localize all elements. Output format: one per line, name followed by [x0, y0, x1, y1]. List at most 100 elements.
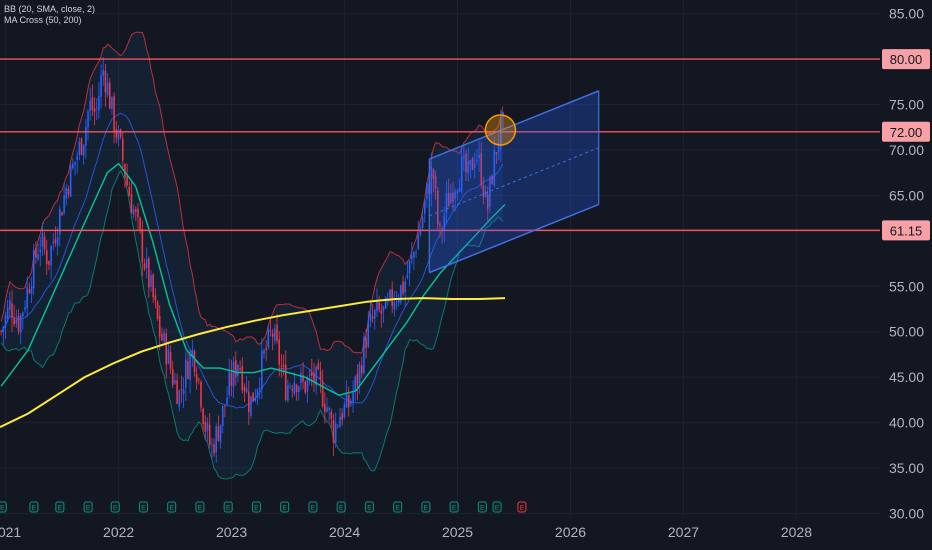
candle-body: [280, 365, 283, 367]
candle-body: [365, 338, 367, 349]
earnings-marker[interactable]: [492, 501, 502, 513]
earnings-marker[interactable]: [195, 501, 205, 513]
earnings-marker[interactable]: [336, 501, 346, 513]
earnings-marker-label: E: [282, 505, 287, 512]
candle-body: [24, 307, 26, 310]
earnings-marker-label: E: [367, 505, 372, 512]
earnings-marker-future[interactable]: [517, 501, 527, 513]
highlight-circle[interactable]: [484, 114, 517, 146]
candle-body: [380, 310, 383, 314]
candle-body: [443, 215, 446, 229]
candle-body: [393, 302, 396, 310]
earnings-marker[interactable]: [138, 501, 148, 513]
earnings-marker[interactable]: [364, 501, 374, 513]
candle-body: [189, 354, 191, 380]
candle-body: [360, 365, 363, 374]
candle-body: [369, 314, 372, 321]
candle-body: [232, 362, 235, 387]
earnings-marker[interactable]: [29, 501, 39, 513]
candle-body: [321, 381, 324, 407]
candle-body: [74, 161, 76, 165]
earnings-marker[interactable]: [449, 501, 459, 513]
candle-body: [371, 316, 374, 319]
earnings-marker-label: E: [311, 505, 316, 512]
bb-legend-label[interactable]: BB (20, SMA, close, 2): [4, 4, 96, 14]
candle-body: [465, 153, 467, 173]
indicator-legend: BB (20, SMA, close, 2) MA Cross (50, 200…: [4, 4, 95, 26]
candle-body: [117, 129, 120, 140]
candle-body: [486, 194, 489, 210]
candle-body: [204, 421, 207, 432]
candle-body: [495, 152, 498, 155]
moving-averages: [0, 162, 506, 429]
x-tick-label: 2028: [781, 524, 812, 540]
y-tick-label: 35.00: [889, 460, 924, 476]
earnings-marker[interactable]: [110, 501, 120, 513]
candle-body: [413, 252, 415, 258]
candle-body: [213, 444, 215, 454]
y-tick-label: 70.00: [889, 142, 924, 158]
bb-basis-line: [0, 112, 504, 409]
earnings-marker[interactable]: [393, 501, 403, 513]
candle-body: [167, 349, 170, 364]
candle-body: [119, 129, 122, 137]
candle-body: [343, 404, 346, 418]
candle-body: [22, 312, 24, 317]
candle-body: [374, 310, 376, 319]
y-axis: 85.00 75.00 70.00 65.00 55.00 50.00 45.00 40.00…: [889, 6, 924, 522]
candle-body: [339, 416, 341, 428]
earnings-marker[interactable]: [0, 501, 7, 513]
candle-body: [308, 373, 311, 376]
candle-body: [182, 389, 185, 394]
y-tick-label: 40.00: [889, 415, 924, 431]
horizontal-lines[interactable]: 80.00 72.00 61.15: [0, 49, 930, 241]
candle-body: [263, 350, 265, 355]
candle-body: [302, 375, 304, 382]
candle-body: [315, 366, 317, 386]
candle-body: [35, 247, 37, 258]
earnings-marker[interactable]: [280, 501, 290, 513]
candle-body: [65, 187, 68, 199]
earnings-marker[interactable]: [421, 501, 431, 513]
candle-body: [332, 420, 335, 443]
candle-body: [404, 281, 406, 292]
x-axis: 2021 2022 2023 2024 2025 2026 2027 2028: [0, 524, 812, 540]
ma-cross-legend-label[interactable]: MA Cross (50, 200): [4, 15, 82, 25]
channel-lower-line[interactable]: [429, 203, 600, 274]
earnings-marker[interactable]: [83, 501, 93, 513]
candle-body: [334, 423, 337, 443]
earnings-marker[interactable]: [55, 501, 65, 513]
x-tick-label: 2026: [555, 524, 586, 540]
earnings-marker[interactable]: [223, 501, 233, 513]
candle-body: [137, 208, 139, 218]
bb-fill: [1, 32, 503, 479]
candle-body: [430, 166, 433, 194]
candle-body: [304, 381, 307, 393]
candle-body: [326, 407, 328, 412]
candles: [0, 57, 504, 463]
parallel-channel[interactable]: [428, 90, 600, 274]
candle-body: [178, 390, 181, 407]
candle-body: [113, 95, 115, 133]
candle-body: [452, 192, 454, 202]
candle-body: [122, 138, 124, 161]
channel-median-line: [429, 147, 599, 217]
earnings-marker[interactable]: [167, 501, 177, 513]
candle-body: [41, 233, 44, 247]
earnings-marker[interactable]: [251, 501, 261, 513]
candle-body: [248, 391, 250, 413]
candle-body: [154, 295, 157, 301]
candle-body: [69, 165, 72, 197]
candle-body: [115, 129, 118, 138]
earnings-marker[interactable]: [308, 501, 318, 513]
candle-body: [358, 364, 361, 384]
candle-body: [256, 389, 259, 398]
earnings-marker[interactable]: [477, 501, 487, 513]
candle-body: [108, 82, 111, 109]
earnings-marker-label: E: [254, 505, 259, 512]
y-tick-label: 85.00: [889, 6, 924, 22]
candle-body: [54, 239, 57, 243]
candle-body: [467, 161, 470, 173]
